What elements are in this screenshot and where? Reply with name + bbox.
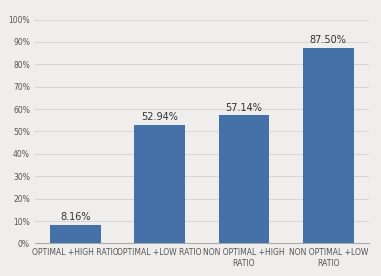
- Bar: [219, 115, 269, 243]
- Bar: [50, 225, 101, 243]
- Text: 87.50%: 87.50%: [310, 35, 347, 45]
- Bar: [134, 125, 185, 243]
- Bar: [303, 47, 354, 243]
- Text: 52.94%: 52.94%: [141, 112, 178, 122]
- Text: 8.16%: 8.16%: [60, 213, 91, 222]
- Text: 57.14%: 57.14%: [226, 103, 263, 113]
